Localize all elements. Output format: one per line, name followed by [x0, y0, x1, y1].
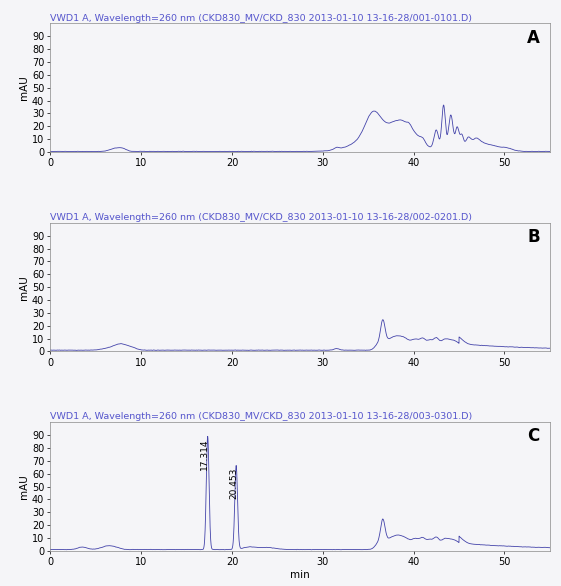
Text: VWD1 A, Wavelength=260 nm (CKD830_MV/CKD_830 2013-01-10 13-16-28/003-0301.D): VWD1 A, Wavelength=260 nm (CKD830_MV/CKD…: [50, 413, 473, 421]
Y-axis label: mAU: mAU: [19, 275, 29, 299]
Y-axis label: mAU: mAU: [19, 76, 29, 100]
X-axis label: min: min: [290, 570, 310, 580]
Text: A: A: [527, 29, 540, 46]
Text: 20.453: 20.453: [229, 468, 238, 499]
Text: C: C: [527, 427, 540, 445]
Text: VWD1 A, Wavelength=260 nm (CKD830_MV/CKD_830 2013-01-10 13-16-28/001-0101.D): VWD1 A, Wavelength=260 nm (CKD830_MV/CKD…: [50, 13, 472, 23]
Text: B: B: [527, 228, 540, 246]
Y-axis label: mAU: mAU: [19, 474, 29, 499]
Text: 17.314: 17.314: [200, 439, 209, 471]
Text: VWD1 A, Wavelength=260 nm (CKD830_MV/CKD_830 2013-01-10 13-16-28/002-0201.D): VWD1 A, Wavelength=260 nm (CKD830_MV/CKD…: [50, 213, 472, 222]
